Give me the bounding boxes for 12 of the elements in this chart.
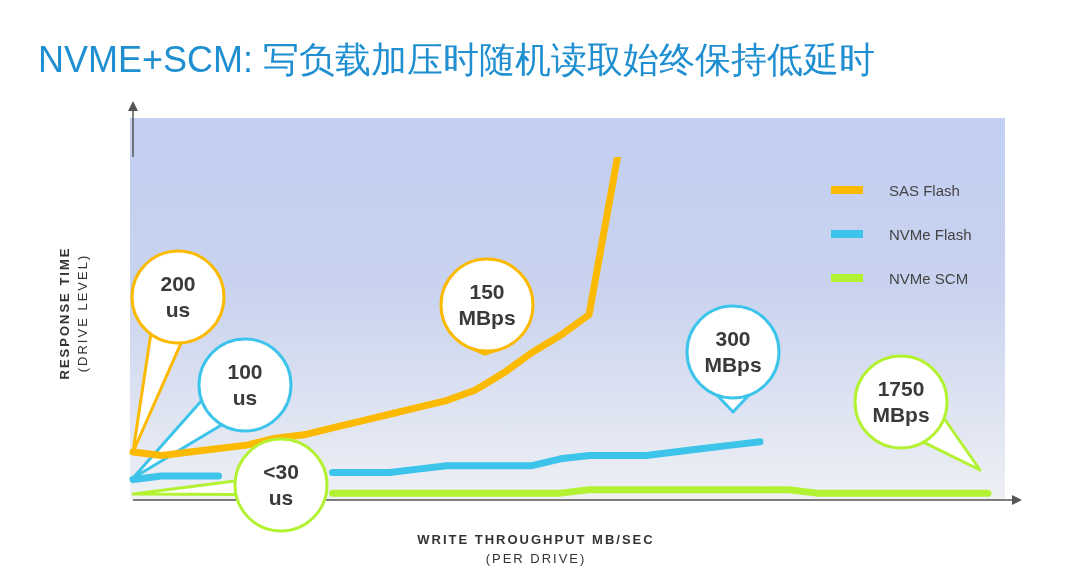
annotation: <30 us	[262, 459, 300, 511]
annotation: 1750 MBps	[871, 376, 931, 428]
legend-label: SAS Flash	[889, 181, 960, 199]
legend-label: NVMe Flash	[889, 225, 972, 243]
x-axis-title: WRITE THROUGHPUT MB/SEC (PER DRIVE)	[416, 531, 656, 568]
annotation: 150 MBps	[457, 279, 517, 331]
chart-title: NVME+SCM: 写负载加压时随机读取始终保持低延时	[38, 38, 876, 82]
y-axis-title: RESPONSE TIME (DRIVE LEVEL)	[56, 245, 91, 382]
annotation: 300 MBps	[703, 326, 763, 378]
legend-label: NVMe SCM	[889, 269, 969, 287]
annotation: 200 us	[159, 271, 197, 323]
annotation: 100 us	[226, 359, 264, 411]
